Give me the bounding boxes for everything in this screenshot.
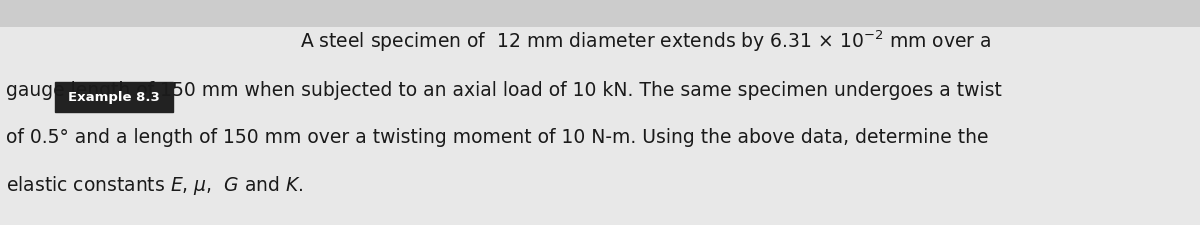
FancyBboxPatch shape [55,83,173,112]
Text: gauge length of 150 mm when subjected to an axial load of 10 kN. The same specim: gauge length of 150 mm when subjected to… [6,81,1002,100]
Bar [0,0,1200,28]
Text: of 0.5° and a length of 150 mm over a twisting moment of 10 N-m. Using the above: of 0.5° and a length of 150 mm over a tw… [6,128,989,147]
Text: Example 8.3: Example 8.3 [68,91,160,104]
Text: elastic constants $E$, $\mu$,  $G$ and $K$.: elastic constants $E$, $\mu$, $G$ and $K… [6,174,304,197]
Text: A steel specimen of  12 mm diameter extends by 6.31 $\times$ 10$^{-2}$ mm over a: A steel specimen of 12 mm diameter exten… [300,28,991,54]
